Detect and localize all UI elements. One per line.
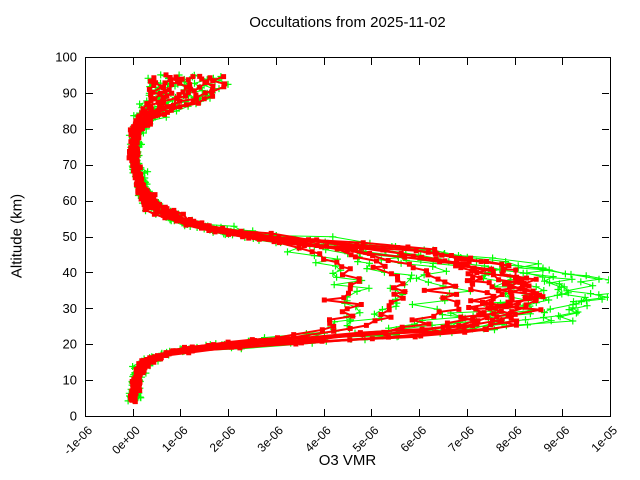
occultation-profiles-red-occultation-9 (127, 75, 364, 401)
x-tick-label: 0e+00 (109, 423, 143, 457)
y-tick-label: 0 (70, 409, 77, 424)
occultation-profiles-green-occultation-2 (128, 74, 609, 402)
y-tick-label: 100 (55, 50, 77, 65)
series-occultation-profiles-green (124, 71, 609, 405)
x-tick-label: 4e-06 (302, 423, 334, 455)
y-tick-label: 70 (63, 157, 77, 172)
y-tick-label: 40 (63, 265, 77, 280)
x-tick-label: 8e-06 (493, 423, 525, 455)
series-occultation-profiles-red (126, 72, 547, 405)
y-tick-label: 20 (63, 337, 77, 352)
y-tick-label: 30 (63, 301, 77, 316)
plus-marker-path (128, 73, 609, 403)
occultation-profiles-red-line (129, 77, 362, 399)
x-axis-label: O3 VMR (318, 452, 377, 469)
chart-title: Occultations from 2025-11-02 (249, 14, 446, 31)
square-marker-path (128, 74, 520, 402)
tick-marks (85, 57, 611, 417)
x-tick-label: 7e-06 (445, 423, 477, 455)
x-tick-label: 1e-05 (589, 423, 621, 455)
x-tick-label: 5e-06 (350, 423, 382, 455)
occultation-profiles-green-occultation-3 (128, 71, 589, 403)
y-tick-label: 90 (63, 85, 77, 100)
y-tick-label: 50 (63, 229, 77, 244)
y-tick-label: 80 (63, 121, 77, 136)
occultation-profiles-green-occultation-1 (128, 73, 609, 403)
plot-frame (85, 57, 611, 417)
x-tick-label: -1e-06 (61, 423, 96, 458)
x-tick-label: 2e-06 (207, 423, 239, 455)
y-tick-label: 60 (63, 193, 77, 208)
x-tick-label: 3e-06 (254, 423, 286, 455)
plus-marker-path (128, 71, 589, 403)
x-tick-label: 6e-06 (398, 423, 430, 455)
plus-marker-path (128, 74, 609, 402)
x-tick-label: 9e-06 (541, 423, 573, 455)
y-tick-label: 10 (63, 373, 77, 388)
x-tick-label: 1e-06 (159, 423, 191, 455)
